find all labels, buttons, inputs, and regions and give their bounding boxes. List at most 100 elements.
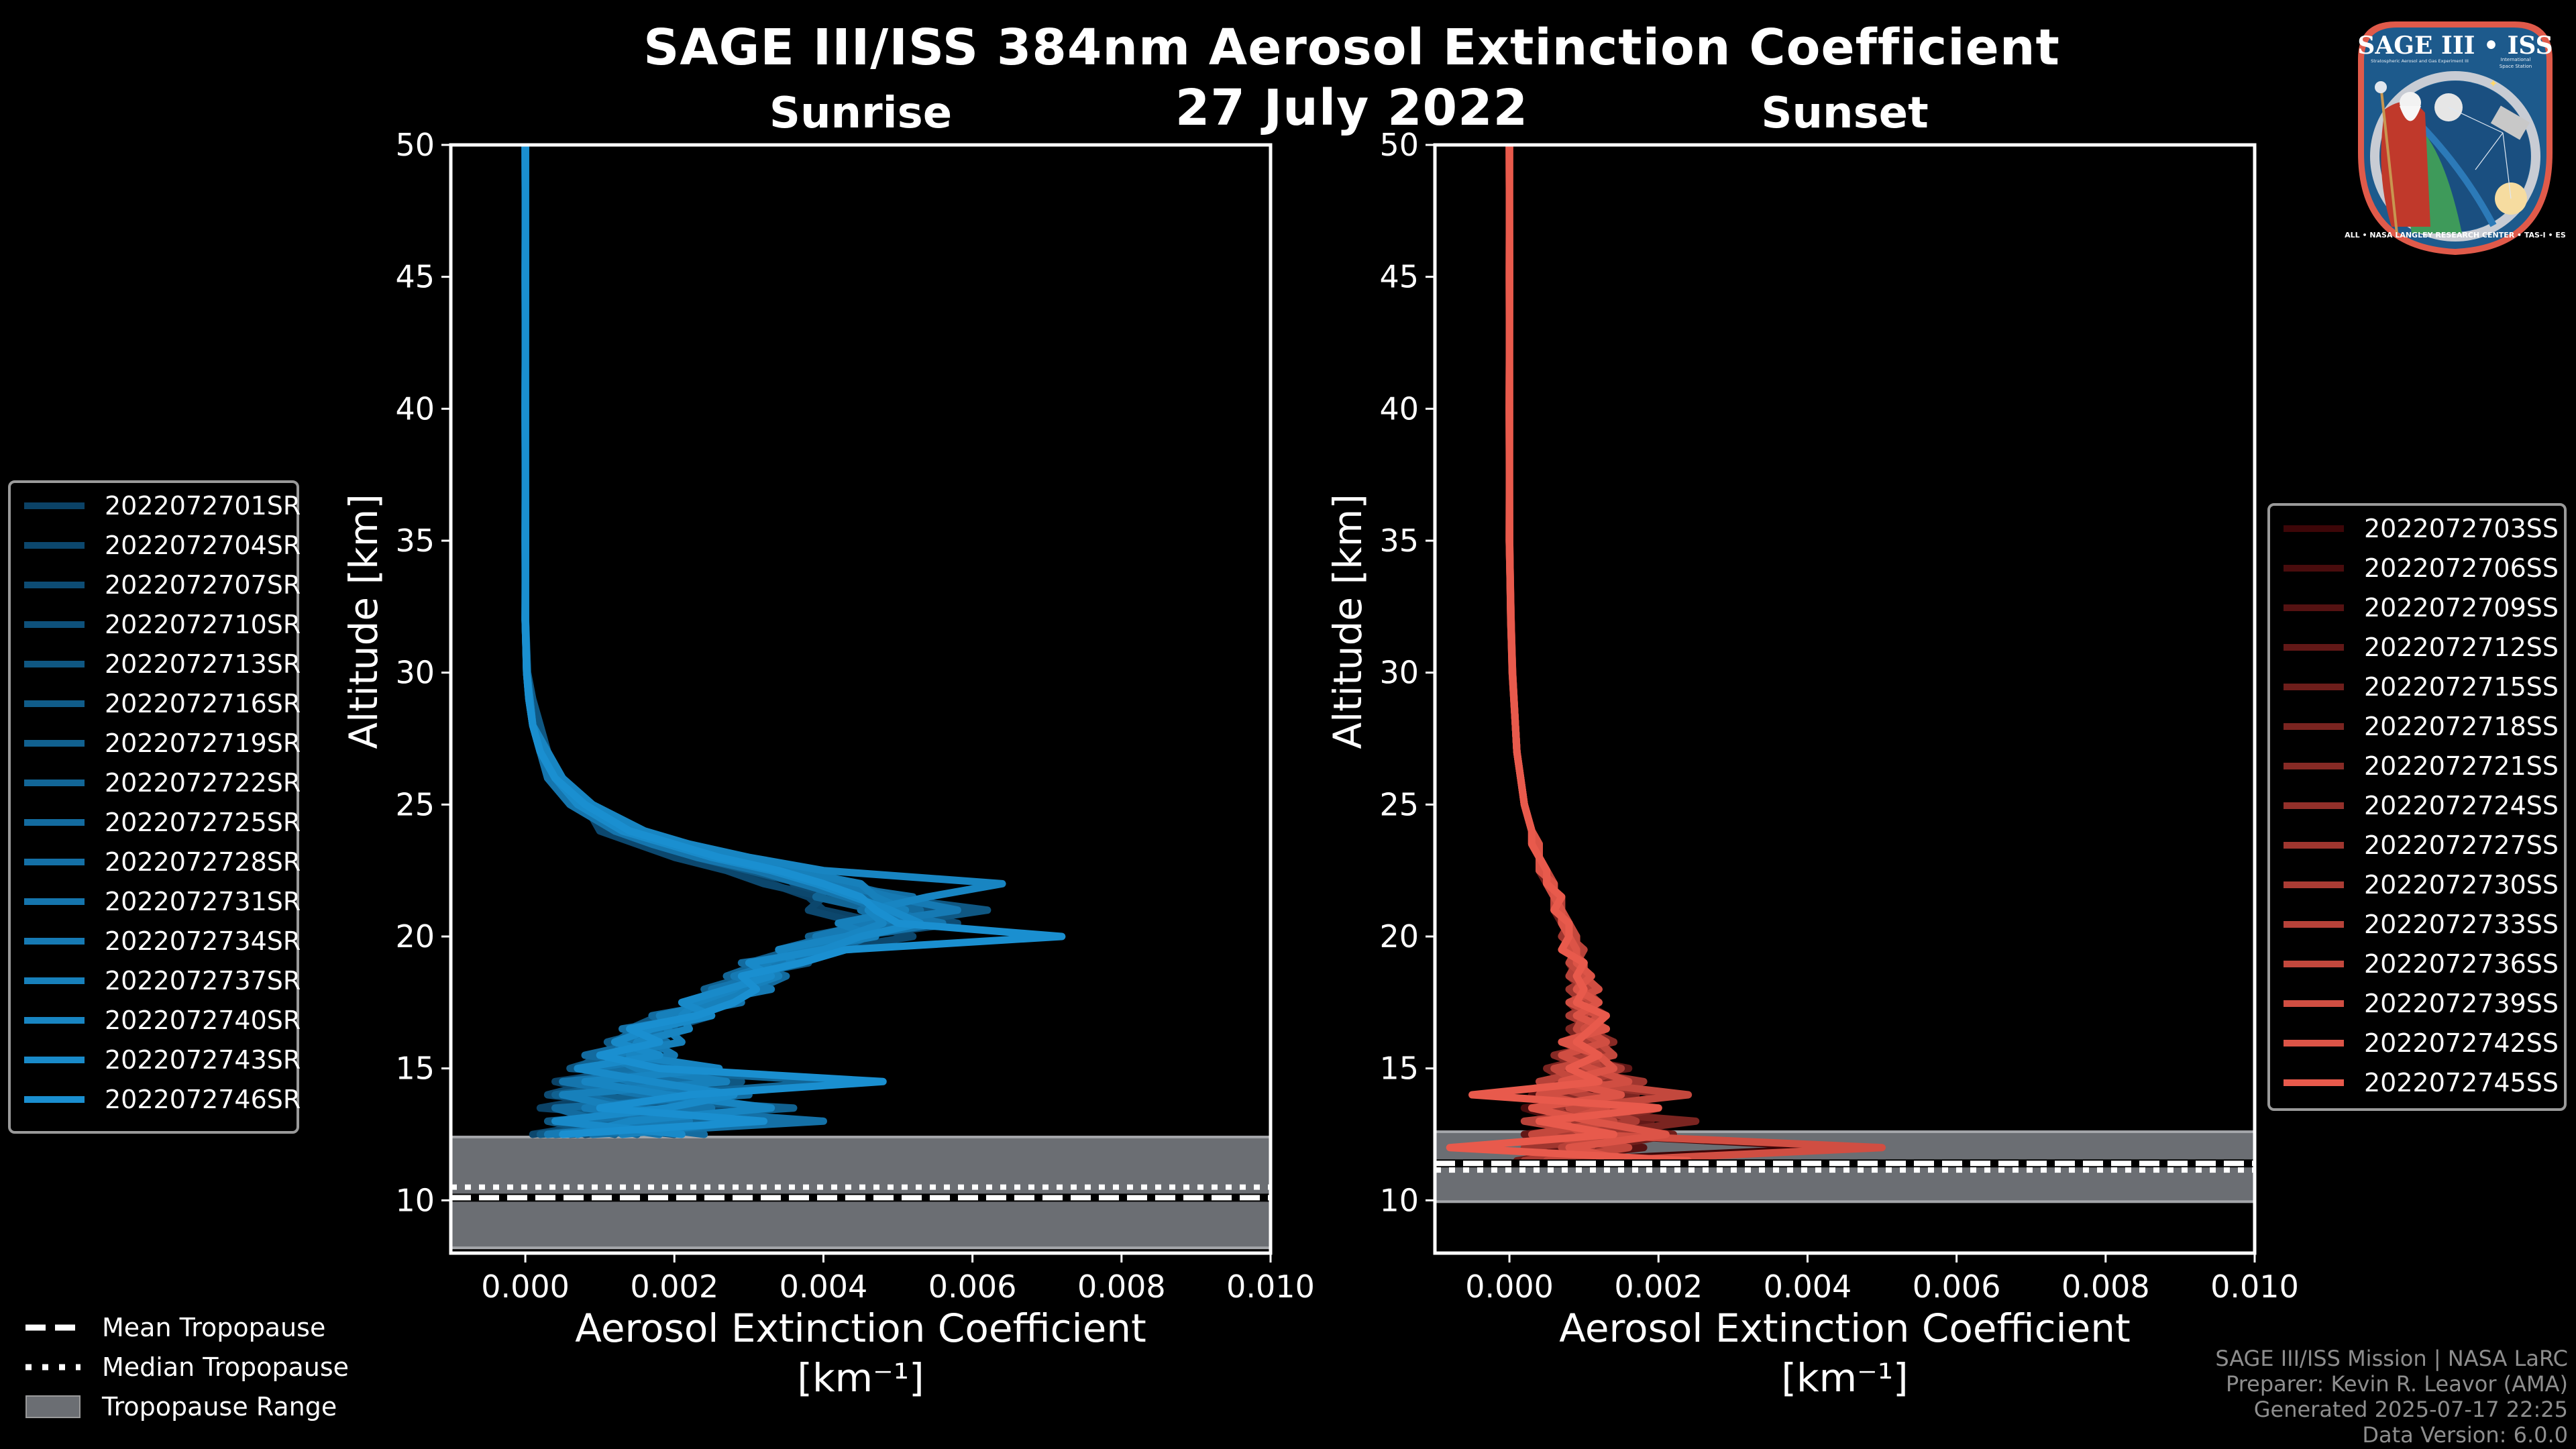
- legend-range-label: Tropopause Range: [102, 1392, 337, 1421]
- sunrise-plot: 10 15 20 25 30 35 40 45 50 0.000 0.002 0.004 0.006 0.…: [341, 127, 1315, 1401]
- y-tick-label: 30: [395, 655, 435, 691]
- y-tick-label: 30: [1379, 655, 1419, 691]
- dashed-line-icon: [25, 1324, 80, 1331]
- legend-item: 2022072724SS: [2270, 787, 2559, 824]
- legend-item: 2022072737SR: [11, 962, 301, 1000]
- legend-line-swatch-icon: [24, 582, 85, 588]
- logo-subtitle-left: Stratospheric Aerosol and Gas Experiment…: [2371, 58, 2469, 64]
- legend-line-swatch-icon: [2284, 565, 2344, 572]
- x-axis-unit: [km⁻¹]: [797, 1355, 924, 1401]
- y-tick-label: 10: [395, 1182, 435, 1218]
- legend-line-swatch-icon: [24, 977, 85, 984]
- legend-line-swatch-icon: [2284, 723, 2344, 730]
- logo-ring-text: BALL • NASA LANGLEY RESEARCH CENTER • TA…: [2345, 231, 2566, 239]
- legend-label: 2022072746SR: [105, 1085, 301, 1114]
- legend-item: 2022072730SS: [2270, 866, 2559, 904]
- x-tick-label: 0.004: [1764, 1269, 1852, 1305]
- legend-label: 2022072734SR: [105, 926, 301, 956]
- legend-label: 2022072722SR: [105, 768, 301, 798]
- legend-label: 2022072719SR: [105, 729, 301, 758]
- y-tick-label: 45: [1379, 259, 1419, 295]
- legend-item: 2022072716SR: [11, 685, 301, 722]
- y-tick-label: 40: [395, 390, 435, 427]
- legend-line-swatch-icon: [24, 819, 85, 826]
- legend-line-swatch-icon: [24, 740, 85, 747]
- legend-median-tropopause: Median Tropopause: [25, 1348, 349, 1387]
- legend-mean-tropopause: Mean Tropopause: [25, 1308, 325, 1347]
- legend-label: 2022072710SR: [105, 610, 301, 639]
- legend-label: 2022072703SS: [2364, 514, 2559, 543]
- legend-mean-label: Mean Tropopause: [102, 1313, 326, 1342]
- legend-line-swatch-icon: [24, 898, 85, 905]
- panel-title-sunrise: Sunrise: [769, 89, 953, 138]
- legend-item: 2022072715SS: [2270, 668, 2559, 706]
- legend-item: 2022072706SS: [2270, 549, 2559, 587]
- legend-label: 2022072737SR: [105, 966, 301, 996]
- profile-line-2022072718SS: [1505, 145, 1700, 1165]
- x-tick-label: 0.006: [928, 1269, 1017, 1305]
- legend-item: 2022072733SS: [2270, 906, 2559, 943]
- figure-title: SAGE III/ISS 384nm Aerosol Extinction Co…: [643, 19, 2060, 76]
- axes-frame: [1433, 143, 2257, 1255]
- legend-line-swatch-icon: [2284, 763, 2344, 769]
- legend-label: 2022072731SR: [105, 887, 301, 916]
- legend-label: 2022072704SR: [105, 531, 301, 560]
- legend-label: 2022072733SS: [2364, 910, 2559, 939]
- legend-item: 2022072731SR: [11, 883, 301, 920]
- legend-line-swatch-icon: [2284, 525, 2344, 532]
- legend-item: 2022072740SR: [11, 1002, 301, 1039]
- profile-line-2022072746SR: [521, 145, 1066, 1138]
- legend-median-label: Median Tropopause: [102, 1352, 349, 1382]
- legend-item: 2022072703SS: [2270, 510, 2559, 547]
- profile-line-2022072739SS: [1505, 145, 1886, 1165]
- legend-item: 2022072704SR: [11, 527, 301, 564]
- legend-label: 2022072721SS: [2364, 751, 2559, 781]
- y-tick-label: 15: [1379, 1051, 1419, 1087]
- y-tick-label: 20: [1379, 918, 1419, 955]
- profile-line-2022072745SS: [1446, 145, 1693, 1165]
- legend-line-swatch-icon: [24, 938, 85, 945]
- tropopause-range-band: [451, 1135, 1271, 1250]
- legend-tropopause-range: Tropopause Range: [25, 1387, 337, 1426]
- sage-iii-iss-mission-patch-logo: SAGE III • ISS Stratospheric Aerosol and…: [2345, 21, 2566, 255]
- legend-line-swatch-icon: [2284, 961, 2344, 967]
- credit-mission: SAGE III/ISS Mission | NASA LaRC: [2215, 1346, 2568, 1371]
- legend-line-swatch-icon: [2284, 842, 2344, 849]
- legend-label: 2022072745SS: [2364, 1068, 2559, 1097]
- legend-line-swatch-icon: [24, 502, 85, 509]
- legend-label: 2022072730SS: [2364, 870, 2559, 900]
- y-tick-label: 20: [395, 918, 435, 955]
- legend-item: 2022072721SS: [2270, 747, 2559, 785]
- y-tick-label: 50: [1379, 127, 1419, 163]
- x-tick-label: 0.008: [1077, 1269, 1166, 1305]
- y-tick-label: 10: [1379, 1182, 1419, 1218]
- logo-subtitle-right-2: Space Station: [2500, 64, 2532, 69]
- legend-label: 2022072739SS: [2364, 989, 2559, 1018]
- legend-item: 2022072736SS: [2270, 945, 2559, 983]
- y-tick-label: 25: [395, 786, 435, 822]
- legend-line-swatch-icon: [24, 700, 85, 707]
- legend-line-swatch-icon: [24, 859, 85, 865]
- legend-item: 2022072718SS: [2270, 708, 2559, 745]
- legend-item: 2022072712SS: [2270, 629, 2559, 666]
- legend-item: 2022072725SR: [11, 804, 301, 841]
- y-tick-label: 40: [1379, 390, 1419, 427]
- y-axis-label: Altitude [km]: [1325, 494, 1371, 749]
- legend-item: 2022072727SS: [2270, 826, 2559, 864]
- profile-line-2022072703SS: [1505, 145, 1849, 1165]
- x-tick-label: 0.002: [1614, 1269, 1703, 1305]
- legend-label: 2022072706SS: [2364, 553, 2559, 583]
- legend-item: 2022072701SR: [11, 487, 301, 525]
- y-tick-label: 50: [395, 127, 435, 163]
- x-tick-label: 0.010: [2210, 1269, 2299, 1305]
- x-axis-label: Aerosol Extinction Coefficient: [575, 1305, 1146, 1351]
- legend-label: 2022072707SR: [105, 570, 301, 600]
- legend-item: 2022072713SR: [11, 645, 301, 683]
- legend-label: 2022072713SR: [105, 649, 301, 679]
- legend-label: 2022072701SR: [105, 491, 301, 521]
- legend-label: 2022072727SS: [2364, 830, 2559, 860]
- legend-item: 2022072722SR: [11, 764, 301, 802]
- legend-line-swatch-icon: [2284, 921, 2344, 928]
- credit-generated: Generated 2025-07-17 22:25: [2253, 1397, 2568, 1422]
